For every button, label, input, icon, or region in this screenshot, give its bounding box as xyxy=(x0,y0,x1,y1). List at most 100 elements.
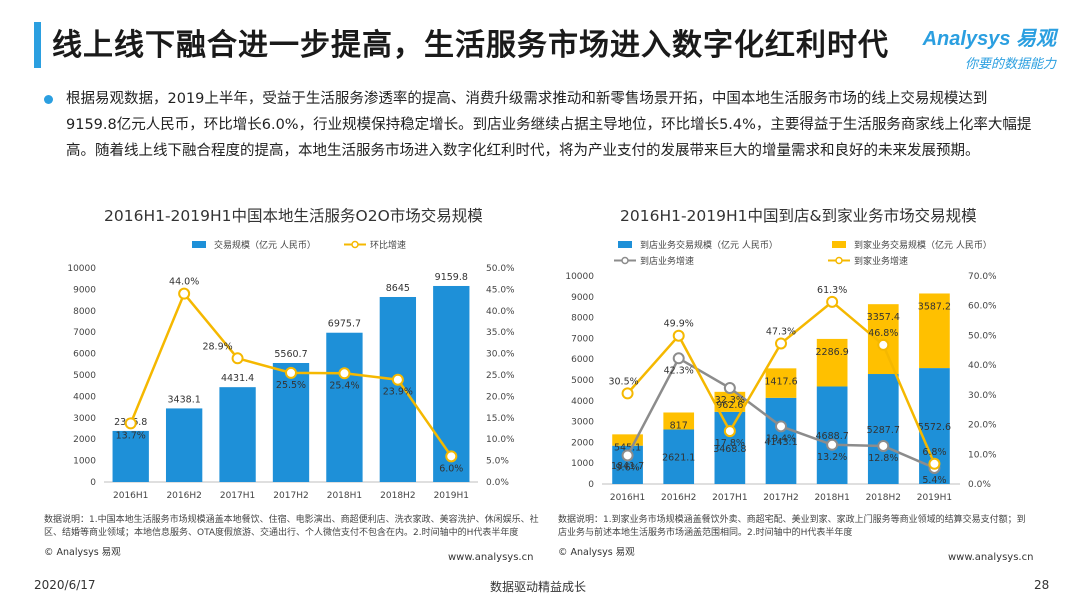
line-value-label: 13.2% xyxy=(817,452,847,463)
bar-value-label: 4143.1 xyxy=(764,437,797,448)
y-right-tick-label: 50.0% xyxy=(968,331,997,341)
line-point xyxy=(877,338,890,351)
right-site-link[interactable]: www.analysys.cn xyxy=(948,552,1034,563)
legend-marker xyxy=(351,240,359,249)
bar-value-label: 8645 xyxy=(386,283,410,294)
bar-value-label: 1417.6 xyxy=(764,376,797,387)
bar-value-label: 3587.2 xyxy=(918,301,951,312)
line-value-label: 19.4% xyxy=(766,433,796,444)
left-chart-title: 2016H1-2019H1中国本地生活服务O2O市场交易规模 xyxy=(104,207,483,225)
legend-swatch xyxy=(832,241,846,248)
y-right-tick-label: 20.0% xyxy=(486,392,515,402)
line-point xyxy=(445,450,458,463)
line-point xyxy=(723,425,736,438)
bar xyxy=(165,408,203,482)
bar xyxy=(326,332,363,482)
y-right-tick-label: 60.0% xyxy=(968,302,997,312)
y-right-tick-label: 30.0% xyxy=(968,391,997,401)
legend-label: 到家业务交易规模（亿元 人民币） xyxy=(854,239,992,251)
y-right-tick-label: 30.0% xyxy=(486,350,515,360)
brand-tagline: 你要的数据能力 xyxy=(964,57,1056,72)
x-tick-label: 2016H1 xyxy=(610,493,645,503)
bullet-icon xyxy=(44,95,53,104)
legend-swatch xyxy=(192,241,206,248)
line-point xyxy=(826,295,839,308)
footer-date: 2020/6/17 xyxy=(34,578,96,592)
y-left-tick-label: 5000 xyxy=(571,376,594,386)
y-left-tick-label: 6000 xyxy=(571,355,594,365)
x-tick-label: 2019H1 xyxy=(917,493,952,503)
y-left-tick-label: 4000 xyxy=(73,392,96,402)
y-left-tick-label: 4000 xyxy=(571,397,594,407)
bar-value-label: 6975.7 xyxy=(328,319,361,330)
line-value-label: 44.0% xyxy=(169,277,199,288)
legend-marker xyxy=(835,256,843,265)
line-point xyxy=(285,366,297,379)
right-chart-title: 2016H1-2019H1中国到店&到家业务市场交易规模 xyxy=(620,207,977,225)
bar xyxy=(919,293,950,369)
y-left-tick-label: 1000 xyxy=(571,459,594,469)
bar-value-label: 545.1 xyxy=(614,442,641,453)
line-point xyxy=(672,329,685,342)
bar-value-label: 2621.1 xyxy=(662,453,695,464)
bar xyxy=(867,374,899,484)
left-site-link[interactable]: www.analysys.cn xyxy=(448,552,534,563)
bar-value-label: 3357.4 xyxy=(867,312,900,323)
bar xyxy=(379,296,417,482)
x-tick-label: 2018H2 xyxy=(866,493,901,503)
line-value-label: 12.8% xyxy=(868,453,898,464)
x-tick-label: 2017H1 xyxy=(712,493,747,503)
x-tick-label: 2016H2 xyxy=(661,493,696,503)
y-right-tick-label: 0.0% xyxy=(968,480,991,490)
line-value-label: 25.4% xyxy=(329,380,359,391)
y-left-tick-label: 5000 xyxy=(73,371,96,381)
bar-value-label: 1841.7 xyxy=(611,461,644,472)
y-left-tick-label: 6000 xyxy=(73,350,96,360)
y-left-tick-label: 8000 xyxy=(571,314,594,324)
bar xyxy=(663,412,695,430)
line-point xyxy=(231,352,244,365)
bar xyxy=(612,434,643,446)
y-right-tick-label: 15.0% xyxy=(486,414,515,424)
y-right-tick-label: 50.0% xyxy=(486,264,515,274)
line-point xyxy=(877,439,890,452)
x-tick-label: 2017H1 xyxy=(220,491,255,501)
line-point xyxy=(928,457,941,470)
title-accent-bar xyxy=(34,22,41,68)
y-right-tick-label: 10.0% xyxy=(486,435,515,445)
brand-name: Analysys 易观 xyxy=(922,28,1056,50)
line-value-label: 17.8% xyxy=(715,438,745,449)
line-value-label: 32.3% xyxy=(715,395,745,406)
line-point xyxy=(621,449,634,462)
legend-label: 到店业务增速 xyxy=(640,255,694,267)
line-value-label: 23.9% xyxy=(383,387,413,398)
y-left-tick-label: 9000 xyxy=(571,293,594,303)
y-left-tick-label: 0 xyxy=(90,478,96,488)
left-chart: 0 1000 2000 3000 4000 5000 6000 7000 8000 9000 100… xyxy=(67,239,515,501)
legend-label: 到店业务交易规模（亿元 人民币） xyxy=(640,239,778,251)
right-chart: 0 1000 2000 3000 4000 5000 6000 7000 8000 9000 100… xyxy=(565,239,997,503)
line-value-label: 61.3% xyxy=(817,285,847,296)
brand-logo: Analysys 易观 你要的数据能力 xyxy=(923,22,1056,72)
line-value-label: 46.8% xyxy=(868,328,898,339)
x-tick-label: 2017H2 xyxy=(273,491,308,501)
bar xyxy=(816,338,848,387)
bar xyxy=(219,387,256,482)
bar xyxy=(765,397,797,484)
bar-value-label: 962.6 xyxy=(716,400,743,411)
line-point xyxy=(621,387,634,400)
y-right-tick-label: 40.0% xyxy=(968,361,997,371)
y-right-tick-label: 70.0% xyxy=(968,272,997,282)
legend-label: 到家业务增速 xyxy=(854,255,908,267)
legend-marker xyxy=(621,256,629,265)
x-tick-label: 2016H1 xyxy=(113,491,148,501)
y-left-tick-label: 9000 xyxy=(73,285,96,295)
right-copyright: © Analysys 易观 xyxy=(558,547,635,558)
summary-paragraph: 根据易观数据，2019上半年，受益于生活服务渗透率的提高、消费升级需求推动和新零… xyxy=(66,91,1032,159)
line-value-label: 30.5% xyxy=(608,376,638,387)
bar-value-label: 5287.7 xyxy=(867,425,900,436)
y-left-tick-label: 3000 xyxy=(73,414,96,424)
bar-value-label: 2286.9 xyxy=(816,347,849,358)
y-left-tick-label: 10000 xyxy=(67,264,96,274)
bar xyxy=(663,429,695,484)
